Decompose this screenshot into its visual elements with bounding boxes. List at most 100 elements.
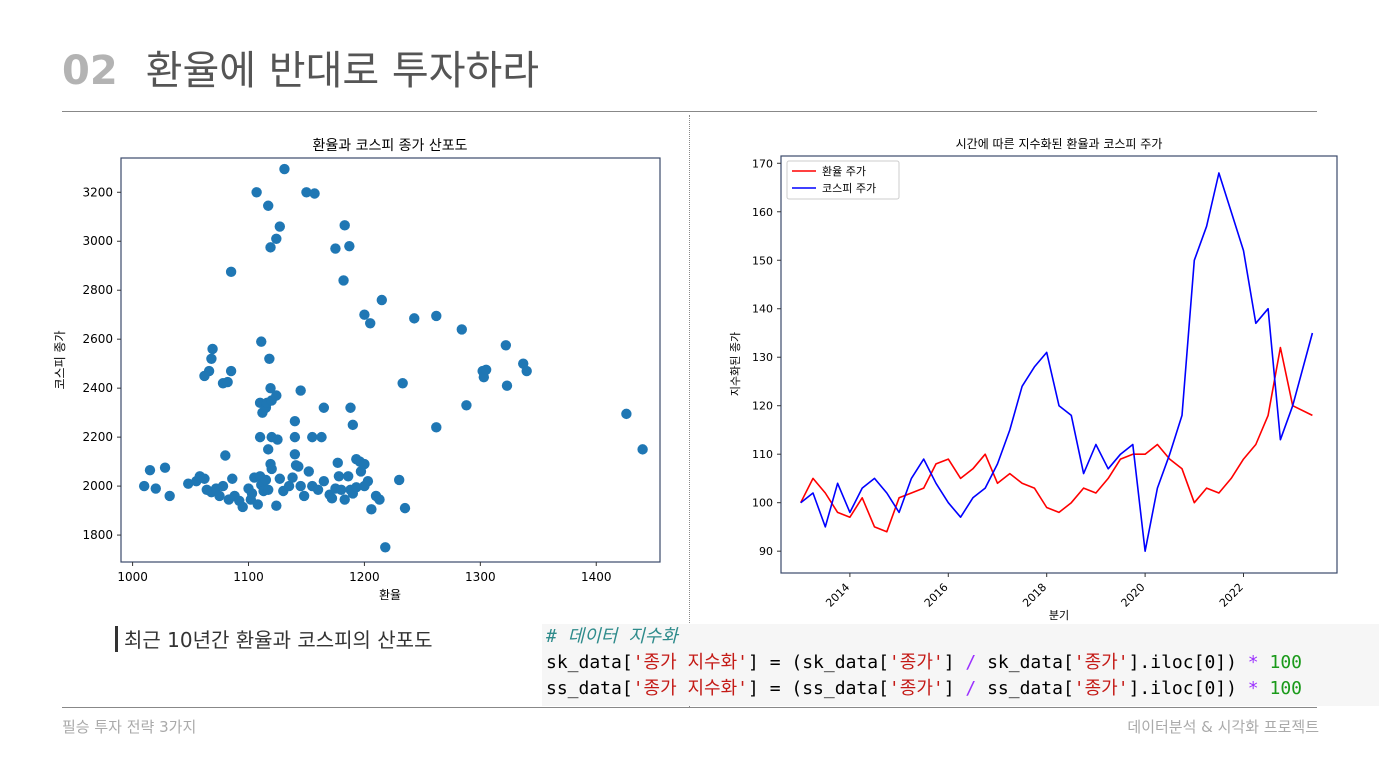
scatter-point bbox=[380, 542, 391, 553]
scatter-x-tick-label: 1200 bbox=[349, 570, 380, 584]
scatter-points bbox=[138, 163, 648, 553]
scatter-point bbox=[260, 474, 272, 486]
scatter-point bbox=[279, 163, 290, 175]
code-token: .iloc[0]) bbox=[1139, 652, 1248, 673]
scatter-point bbox=[461, 400, 472, 411]
scatter-y-label: 코스피 종가 bbox=[53, 330, 67, 389]
code-token: = ( bbox=[758, 652, 803, 673]
scatter-point bbox=[393, 474, 405, 486]
line-y-tick-label: 160 bbox=[752, 206, 773, 219]
scatter-x-tick-label: 1300 bbox=[465, 570, 496, 584]
line-series bbox=[799, 172, 1314, 552]
code-token: / bbox=[954, 652, 988, 673]
line-y-ticks: 90 100 110 120 130 140 150 160 170 bbox=[752, 157, 781, 558]
footer-divider bbox=[62, 707, 1317, 708]
code-token: ss_data bbox=[546, 678, 622, 699]
scatter-point bbox=[409, 313, 420, 324]
scatter-point bbox=[339, 494, 350, 505]
line-y-tick-label: 140 bbox=[752, 303, 773, 316]
scatter-point bbox=[456, 324, 467, 335]
scatter-point bbox=[222, 376, 233, 388]
scatter-point bbox=[347, 419, 359, 431]
scatter-point bbox=[227, 473, 238, 484]
scatter-point bbox=[309, 188, 320, 199]
scatter-point bbox=[271, 233, 282, 244]
code-token: = ( bbox=[758, 678, 803, 699]
code-token: 100 bbox=[1258, 652, 1302, 673]
scatter-y-tick-label: 2000 bbox=[82, 479, 113, 493]
scatter-point bbox=[374, 494, 385, 505]
scatter-point bbox=[326, 493, 338, 504]
code-token: '종가 지수화' bbox=[632, 678, 749, 699]
legend-label-kospi: 코스피 주가 bbox=[822, 182, 876, 195]
scatter-point bbox=[289, 431, 301, 443]
line-y-tick-label: 130 bbox=[752, 351, 773, 364]
scatter-x-ticks: 1000 1100 1200 1300 1400 bbox=[117, 562, 612, 584]
scatter-point bbox=[214, 490, 225, 502]
scatter-point bbox=[274, 221, 286, 232]
line-y-tick-label: 120 bbox=[752, 400, 773, 413]
scatter-point bbox=[246, 488, 258, 499]
slide-header: 02 환율에 반대로 투자하라 bbox=[62, 38, 539, 98]
code-token: ss_data bbox=[802, 678, 879, 699]
slide-number: 02 bbox=[62, 48, 118, 94]
scatter-point bbox=[274, 473, 286, 484]
scatter-point bbox=[206, 353, 217, 364]
scatter-point bbox=[362, 476, 374, 487]
caption-bar bbox=[115, 625, 118, 652]
scatter-point bbox=[237, 501, 248, 513]
footer-left: 필승 투자 전략 3가지 bbox=[62, 718, 197, 736]
scatter-point bbox=[287, 472, 298, 483]
scatter-point bbox=[500, 340, 512, 351]
scatter-point bbox=[144, 464, 156, 476]
scatter-point bbox=[256, 336, 267, 347]
scatter-point bbox=[351, 482, 362, 493]
line-y-tick-label: 170 bbox=[752, 157, 773, 170]
scatter-point bbox=[431, 310, 442, 322]
scatter-point bbox=[333, 471, 345, 482]
scatter-point bbox=[637, 444, 648, 455]
scatter-x-tick-label: 1000 bbox=[117, 570, 148, 584]
scatter-point bbox=[345, 402, 356, 413]
code-token: * bbox=[1247, 678, 1259, 699]
code-token: '종가' bbox=[1073, 678, 1129, 699]
line-y-tick-label: 110 bbox=[752, 448, 773, 461]
scatter-chart: 환율과 코스피 종가 산포도 1800 2000 2200 2400 2600 2800 3… bbox=[40, 125, 680, 610]
scatter-point bbox=[217, 480, 229, 492]
code-token: 100 bbox=[1258, 678, 1302, 699]
code-block: # 데이터 지수화 sk_data['종가 지수화'] = (sk_data['종… bbox=[542, 624, 1379, 706]
scatter-x-label: 환율 bbox=[379, 588, 401, 602]
code-token: '종가' bbox=[1073, 652, 1129, 673]
line-plot-area bbox=[780, 155, 1338, 574]
code-token: ss_data bbox=[987, 678, 1063, 699]
line-y-tick-label: 100 bbox=[752, 497, 773, 510]
scatter-point bbox=[266, 463, 277, 475]
scatter-point bbox=[159, 462, 171, 473]
scatter-point bbox=[365, 318, 376, 329]
scatter-x-tick-label: 1400 bbox=[581, 570, 612, 584]
legend-label-exchange: 환율 주가 bbox=[822, 165, 866, 178]
scatter-point bbox=[330, 243, 341, 254]
line-title: 시간에 따른 지수화된 환율과 코스피 주가 bbox=[956, 137, 1163, 151]
code-token: .iloc[0]) bbox=[1139, 678, 1248, 699]
scatter-point bbox=[399, 502, 411, 514]
line-y-tick-label: 90 bbox=[759, 545, 773, 558]
scatter-y-tick-label: 3000 bbox=[82, 234, 113, 248]
scatter-point bbox=[307, 431, 318, 443]
scatter-point bbox=[312, 484, 324, 495]
scatter-point bbox=[263, 200, 274, 211]
scatter-point bbox=[199, 473, 210, 484]
scatter-y-ticks: 1800 2000 2200 2400 2600 2800 3000 3200 bbox=[82, 185, 121, 542]
scatter-x-tick-label: 1100 bbox=[233, 570, 264, 584]
scatter-caption: 최근 10년간 환율과 코스피의 산포도 bbox=[115, 624, 432, 653]
scatter-point bbox=[501, 380, 513, 391]
scatter-point bbox=[431, 422, 442, 433]
scatter-point bbox=[254, 431, 266, 443]
scatter-point bbox=[150, 483, 161, 494]
scatter-point bbox=[318, 402, 330, 413]
scatter-point bbox=[295, 385, 306, 396]
scatter-point bbox=[265, 242, 276, 253]
scatter-y-tick-label: 1800 bbox=[82, 528, 113, 542]
scatter-point bbox=[521, 365, 532, 377]
code-token: sk_data bbox=[987, 652, 1063, 673]
